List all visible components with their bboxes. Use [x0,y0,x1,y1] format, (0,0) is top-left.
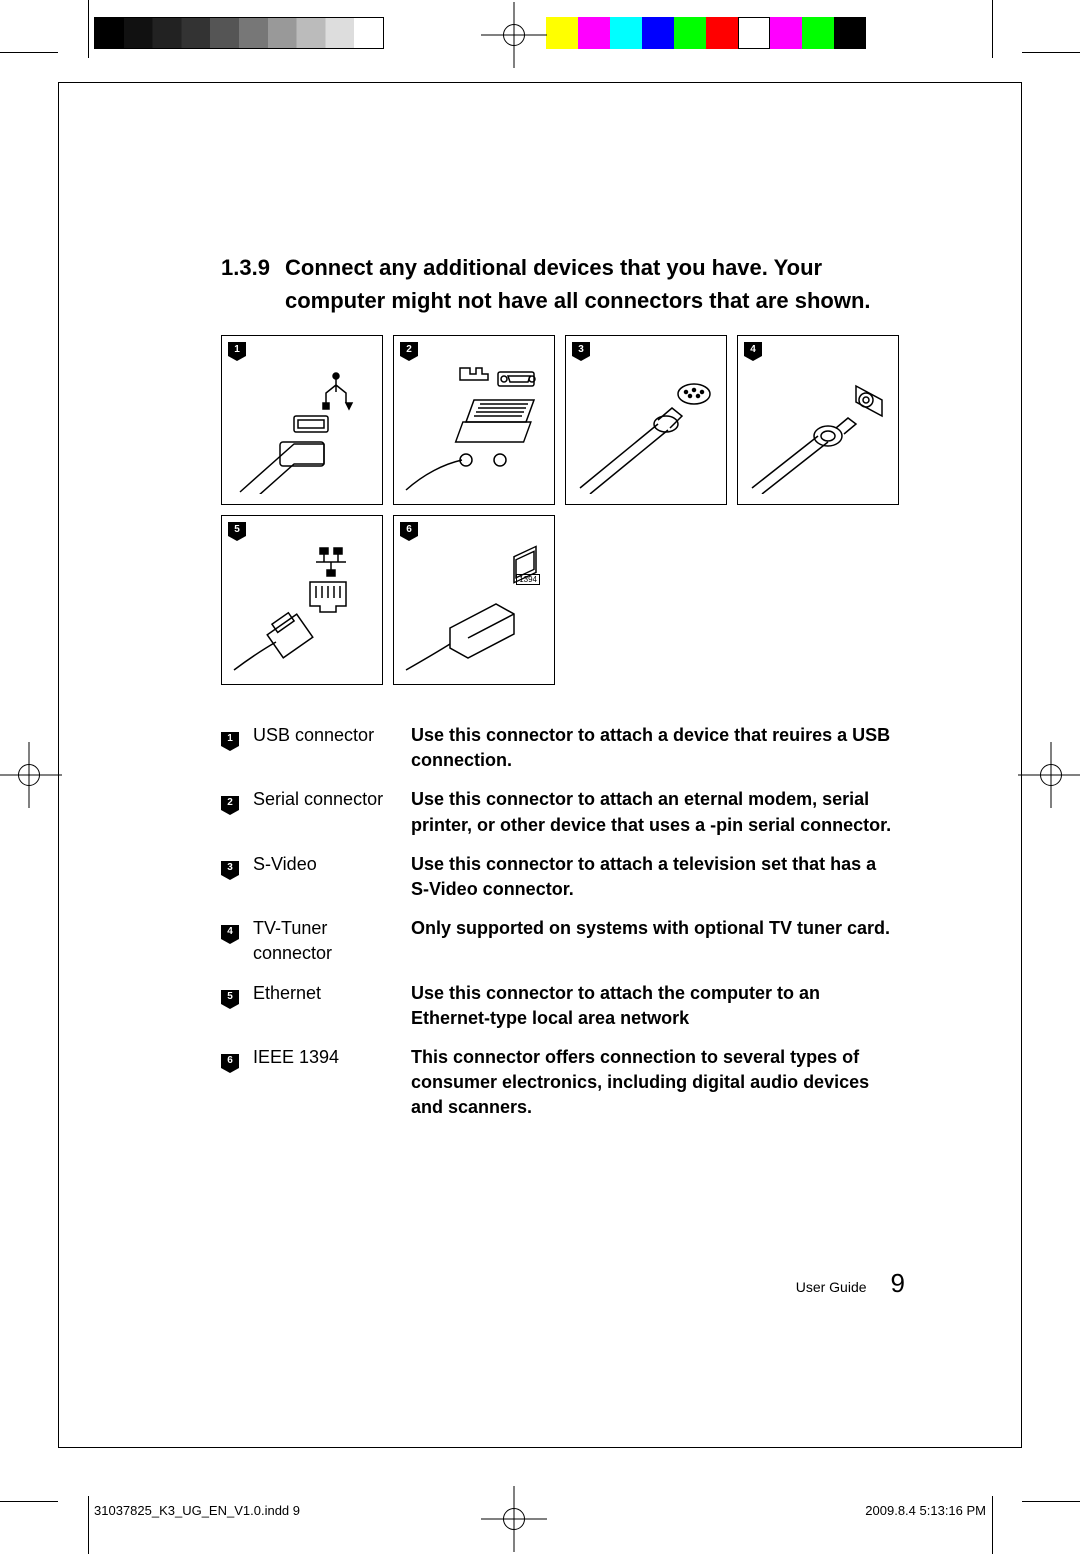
diagram-badge: 6 [400,522,418,536]
section-heading: 1.3.9Connect any additional devices that… [221,251,901,317]
heading-line2: computer might not have all connectors t… [221,284,901,317]
usb-icon [232,364,372,494]
diagram-grid: 1 2 [221,335,901,685]
table-row: 1 USB connector Use this connector to at… [221,719,901,777]
registration-mark-right [1030,754,1072,796]
connector-desc: This connector offers connection to seve… [411,1041,901,1125]
svideo-icon [576,364,716,494]
table-row: 3 S-Video Use this connector to attach a… [221,848,901,906]
connector-name: Serial connector [253,783,411,841]
diagram-usb: 1 [221,335,383,505]
diagram-badge: 3 [572,342,590,356]
color-bar [546,17,866,49]
row-badge: 6 [221,1054,239,1068]
connector-desc: Use this connector to attach the compute… [411,977,901,1035]
diagram-badge: 2 [400,342,418,356]
page-content: 1.3.9Connect any additional devices that… [221,251,901,1130]
diagram-ieee1394: 6 1394 [393,515,555,685]
crop-mark [0,52,58,53]
crop-mark [992,0,993,58]
crop-mark [0,1501,58,1502]
tvtuner-icon [748,364,888,494]
crop-mark [88,1496,89,1554]
connector-desc: Only supported on systems with optional … [411,912,901,970]
row-badge: 4 [221,925,239,939]
connector-desc: Use this connector to attach a device th… [411,719,901,777]
footer-label: User Guide [796,1279,867,1295]
table-row: 2 Serial connector Use this connector to… [221,783,901,841]
connector-name: S-Video [253,848,411,906]
serial-icon [404,364,544,494]
connector-desc: Use this connector to attach an eternal … [411,783,901,841]
row-badge: 5 [221,990,239,1004]
grayscale-bar [94,17,384,49]
connector-table: 1 USB connector Use this connector to at… [221,713,901,1130]
diagram-badge: 1 [228,342,246,356]
diagram-serial: 2 [393,335,555,505]
registration-mark-left [8,754,50,796]
connector-name: Ethernet [253,977,411,1035]
diagram-ethernet: 5 [221,515,383,685]
table-row: 4 TV-Tuner connector Only supported on s… [221,912,901,970]
connector-name: USB connector [253,719,411,777]
row-badge: 2 [221,796,239,810]
ethernet-icon [232,544,372,674]
registration-mark-top [493,14,535,56]
table-row: 6 IEEE 1394 This connector offers connec… [221,1041,901,1125]
page-frame: 1.3.9Connect any additional devices that… [58,82,1022,1448]
heading-number: 1.3.9 [221,251,285,284]
diagram-badge: 4 [744,342,762,356]
row-badge: 3 [221,861,239,875]
slug-filename: 31037825_K3_UG_EN_V1.0.indd 9 [94,1503,300,1518]
diagram-svideo: 3 [565,335,727,505]
page-footer: User Guide 9 [796,1268,905,1299]
row-badge: 1 [221,732,239,746]
diagram-tvtuner: 4 [737,335,899,505]
crop-mark [1022,1501,1080,1502]
connector-name: TV-Tuner connector [253,912,411,970]
ieee1394-icon [404,544,544,674]
diagram-badge: 5 [228,522,246,536]
registration-mark-bottom [493,1498,535,1540]
page-number: 9 [891,1268,905,1299]
connector-name: IEEE 1394 [253,1041,411,1125]
slug-timestamp: 2009.8.4 5:13:16 PM [865,1503,986,1518]
heading-line1: Connect any additional devices that you … [285,255,822,280]
connector-desc: Use this connector to attach a televisio… [411,848,901,906]
crop-mark [88,0,89,58]
crop-mark [992,1496,993,1554]
table-row: 5 Ethernet Use this connector to attach … [221,977,901,1035]
crop-mark [1022,52,1080,53]
